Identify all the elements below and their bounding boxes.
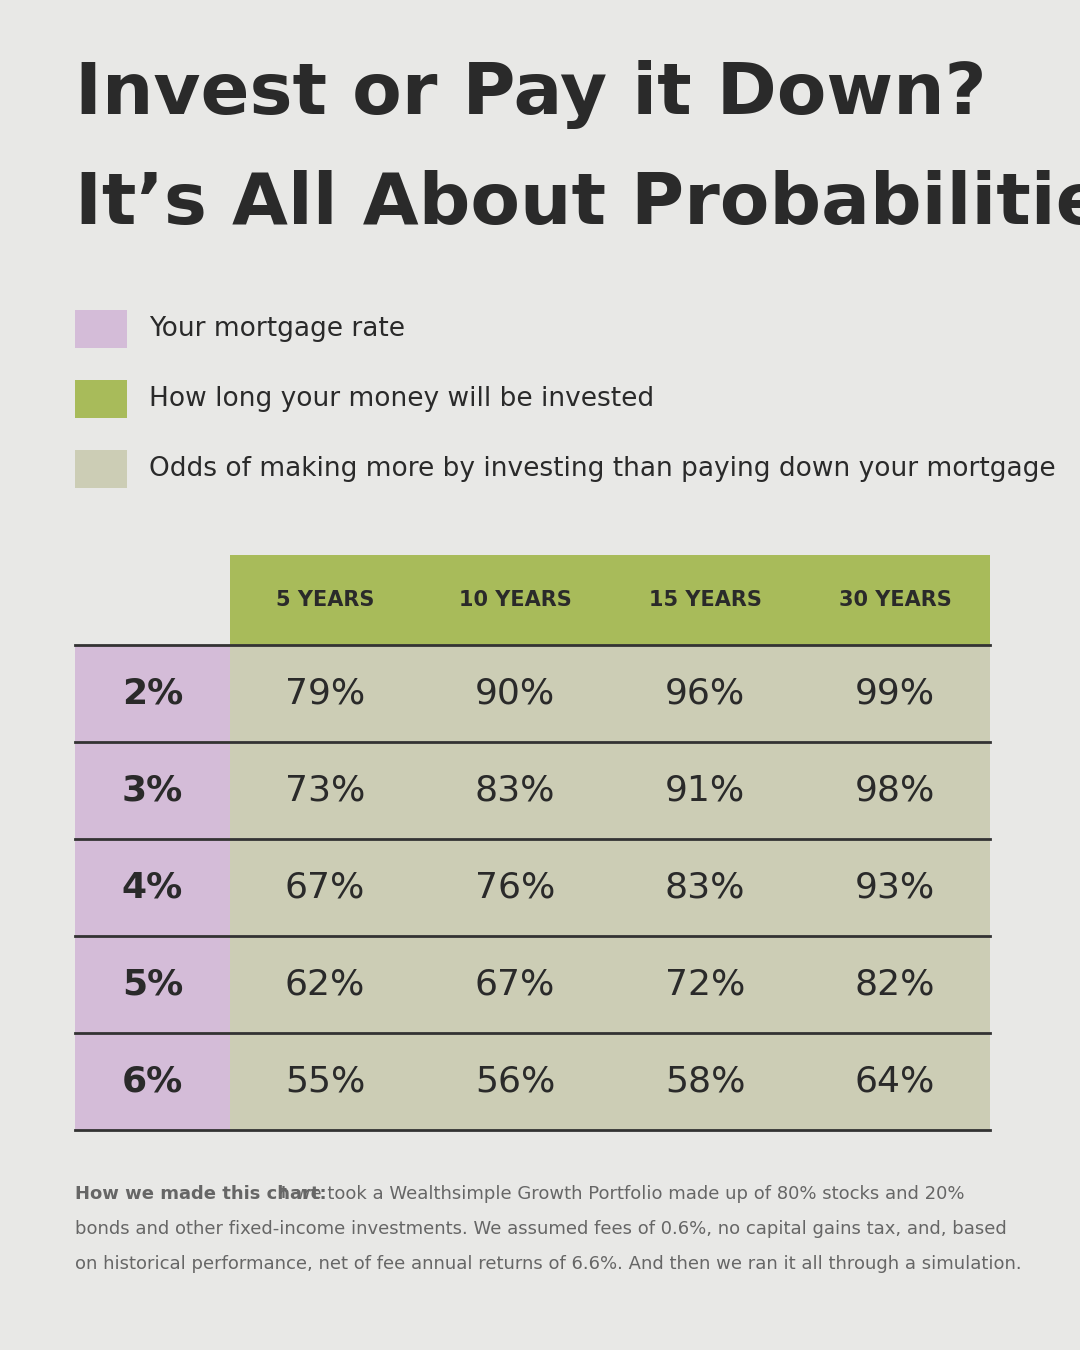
- Bar: [230, 743, 990, 838]
- Text: 64%: 64%: [854, 1065, 935, 1099]
- Text: How long your money will be invested: How long your money will be invested: [149, 386, 654, 412]
- Bar: [75, 936, 230, 1033]
- Text: 83%: 83%: [475, 774, 555, 807]
- Bar: [75, 450, 127, 487]
- Text: 79%: 79%: [285, 676, 365, 710]
- Text: 4%: 4%: [122, 871, 184, 904]
- Text: 67%: 67%: [475, 968, 555, 1002]
- Text: 5 YEARS: 5 YEARS: [275, 590, 374, 610]
- Text: 96%: 96%: [665, 676, 745, 710]
- Bar: [75, 743, 230, 838]
- Text: 55%: 55%: [285, 1065, 365, 1099]
- Text: 58%: 58%: [665, 1065, 745, 1099]
- Text: 5%: 5%: [122, 968, 184, 1002]
- Bar: [230, 838, 990, 936]
- Text: 67%: 67%: [285, 871, 365, 904]
- Text: 82%: 82%: [854, 968, 935, 1002]
- Bar: [75, 838, 230, 936]
- Text: 3%: 3%: [122, 774, 184, 807]
- Bar: [230, 555, 990, 645]
- Bar: [75, 645, 230, 742]
- Text: 98%: 98%: [854, 774, 935, 807]
- Text: It’s All About Probabilities: It’s All About Probabilities: [75, 170, 1080, 239]
- Text: 76%: 76%: [475, 871, 555, 904]
- Text: Invest or Pay it Down?: Invest or Pay it Down?: [75, 59, 987, 130]
- Bar: [230, 936, 990, 1033]
- Text: 90%: 90%: [475, 676, 555, 710]
- Bar: [75, 379, 127, 418]
- Text: Your mortgage rate: Your mortgage rate: [149, 316, 405, 342]
- Text: 56%: 56%: [475, 1065, 555, 1099]
- Text: 15 YEARS: 15 YEARS: [649, 590, 761, 610]
- Text: How we made this chart:: How we made this chart:: [75, 1185, 326, 1203]
- Text: 73%: 73%: [285, 774, 365, 807]
- Bar: [75, 310, 127, 348]
- Text: bonds and other fixed-income investments. We assumed fees of 0.6%, no capital ga: bonds and other fixed-income investments…: [75, 1220, 1007, 1238]
- Text: on historical performance, net of fee annual returns of 6.6%. And then we ran it: on historical performance, net of fee an…: [75, 1256, 1022, 1273]
- Text: Odds of making more by investing than paying down your mortgage: Odds of making more by investing than pa…: [149, 456, 1055, 482]
- Text: 30 YEARS: 30 YEARS: [839, 590, 951, 610]
- Bar: [75, 1033, 230, 1130]
- Bar: [230, 645, 990, 742]
- Text: 62%: 62%: [285, 968, 365, 1002]
- Text: 91%: 91%: [665, 774, 745, 807]
- Text: 6%: 6%: [122, 1065, 184, 1099]
- Bar: [230, 1033, 990, 1130]
- Text: 2%: 2%: [122, 676, 184, 710]
- Text: we took a Wealthsimple Growth Portfolio made up of 80% stocks and 20%: we took a Wealthsimple Growth Portfolio …: [291, 1185, 964, 1203]
- Text: 93%: 93%: [855, 871, 935, 904]
- Text: 83%: 83%: [665, 871, 745, 904]
- Text: 99%: 99%: [855, 676, 935, 710]
- Text: 10 YEARS: 10 YEARS: [459, 590, 571, 610]
- Text: 72%: 72%: [665, 968, 745, 1002]
- Text: †: †: [280, 1185, 287, 1199]
